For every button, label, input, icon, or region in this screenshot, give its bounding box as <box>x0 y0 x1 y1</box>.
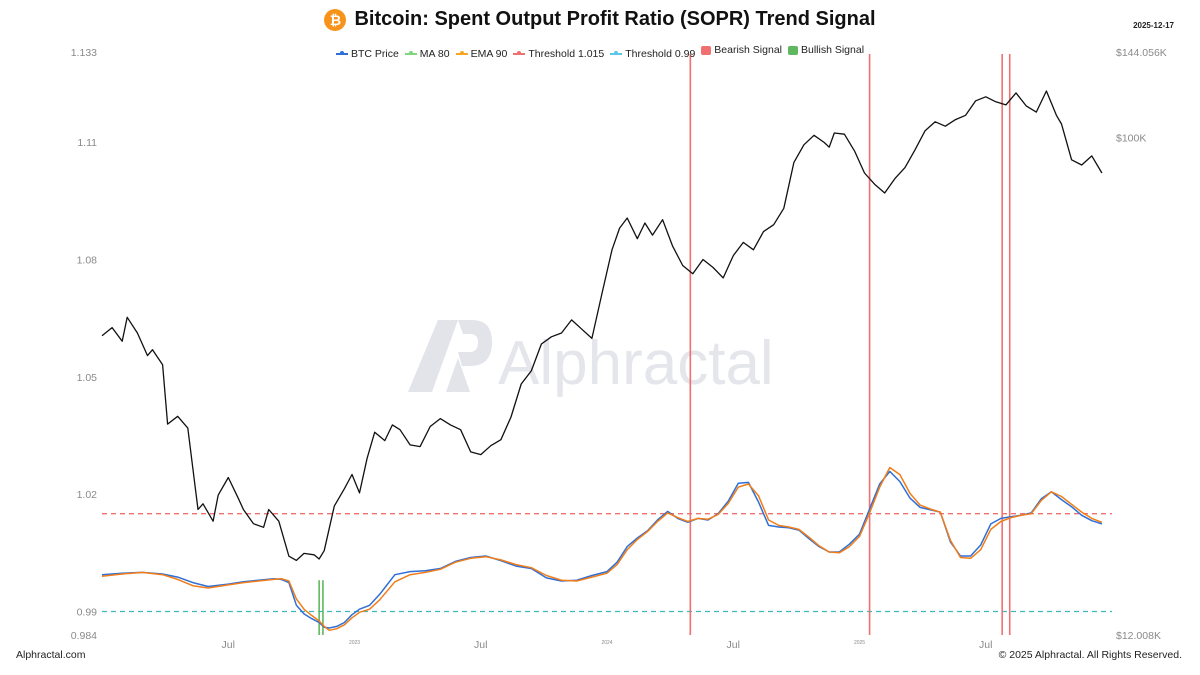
legend-label: Threshold 0.99 <box>625 47 696 60</box>
left-axis-tick-label: 1.08 <box>77 254 98 266</box>
left-axis-tick-label: 1.133 <box>71 47 97 59</box>
legend-item[interactable]: BTC Price <box>335 47 399 60</box>
alphractal-logo-icon <box>408 320 492 392</box>
legend-swatch <box>610 50 623 55</box>
legend-label: BTC Price <box>350 47 399 60</box>
legend-swatch <box>404 50 417 55</box>
right-axis-tick-label: $144.056K <box>1116 47 1167 59</box>
btc-price-line <box>101 90 1103 562</box>
legend-swatch <box>513 50 526 55</box>
watermark: Alphractal <box>408 320 774 398</box>
bitcoin-icon: ₿ <box>324 8 347 31</box>
footer-site: Alphractal.com <box>16 649 86 661</box>
chart-header: ₿ Bitcoin: Spent Output Profit Ratio (SO… <box>0 8 1200 31</box>
x-axis-tick-label: 2024 <box>601 640 612 646</box>
legend-swatch <box>701 45 712 55</box>
sopr-lines <box>101 466 1103 632</box>
chart-date: 2025-12-17 <box>1133 21 1174 30</box>
legend-label: Bullish Signal <box>801 44 865 56</box>
thresholds <box>102 513 1112 613</box>
legend-item[interactable]: Bearish Signal <box>701 44 782 56</box>
x-axis-tick-label: 2023 <box>349 640 360 646</box>
x-axis-tick-label: Jul <box>979 639 992 651</box>
left-axis-tick-label: 1.05 <box>77 372 98 384</box>
legend-label: MA 80 <box>419 47 450 60</box>
legend-item[interactable]: EMA 90 <box>455 47 508 60</box>
left-axis-tick-label: 1.11 <box>77 137 97 149</box>
axes: 0.984 0.99 1.02 1.05 1.08 1.11 1.133 $12.008K $1… <box>71 47 1167 651</box>
legend-item[interactable]: Threshold 0.99 <box>610 48 695 60</box>
legend-label: Bearish Signal <box>714 44 782 56</box>
legend-label: Threshold 1.015 <box>528 47 605 60</box>
footer-copyright: © 2025 Alphractal. All Rights Reserved. <box>998 649 1182 661</box>
legend-item[interactable]: MA 80 <box>404 47 450 60</box>
legend-label: EMA 90 <box>470 47 508 60</box>
ma-80-line <box>101 470 1103 629</box>
legend-item[interactable]: Bullish Signal <box>788 44 864 56</box>
left-axis-tick-label: 1.02 <box>77 489 98 501</box>
x-axis-tick-label: Jul <box>222 639 235 651</box>
legend-swatch <box>788 45 798 55</box>
x-axis-tick-label: 2025 <box>854 640 865 646</box>
legend: BTC Price MA 80 EMA 90 Threshold 1.015 Thres… <box>0 44 1200 60</box>
right-axis-tick-label: $100K <box>1116 133 1146 145</box>
x-axis-tick-label: Jul <box>474 639 487 651</box>
right-axis-tick-label: $12.008K <box>1116 630 1161 642</box>
price-line <box>101 90 1103 562</box>
legend-swatch <box>455 50 468 55</box>
legend-item[interactable]: Threshold 1.015 <box>513 48 604 60</box>
ema-90-line <box>101 466 1103 632</box>
chart-title: ₿ Bitcoin: Spent Output Profit Ratio (SO… <box>324 8 876 31</box>
legend-swatch <box>335 50 348 55</box>
watermark-text: Alphractal <box>498 329 774 398</box>
x-axis-tick-label: Jul <box>727 639 740 651</box>
left-axis-tick-label: 0.99 <box>77 607 98 619</box>
chart-title-text: Bitcoin: Spent Output Profit Ratio (SOPR… <box>354 8 876 30</box>
left-axis-tick-label: 0.984 <box>71 630 97 642</box>
